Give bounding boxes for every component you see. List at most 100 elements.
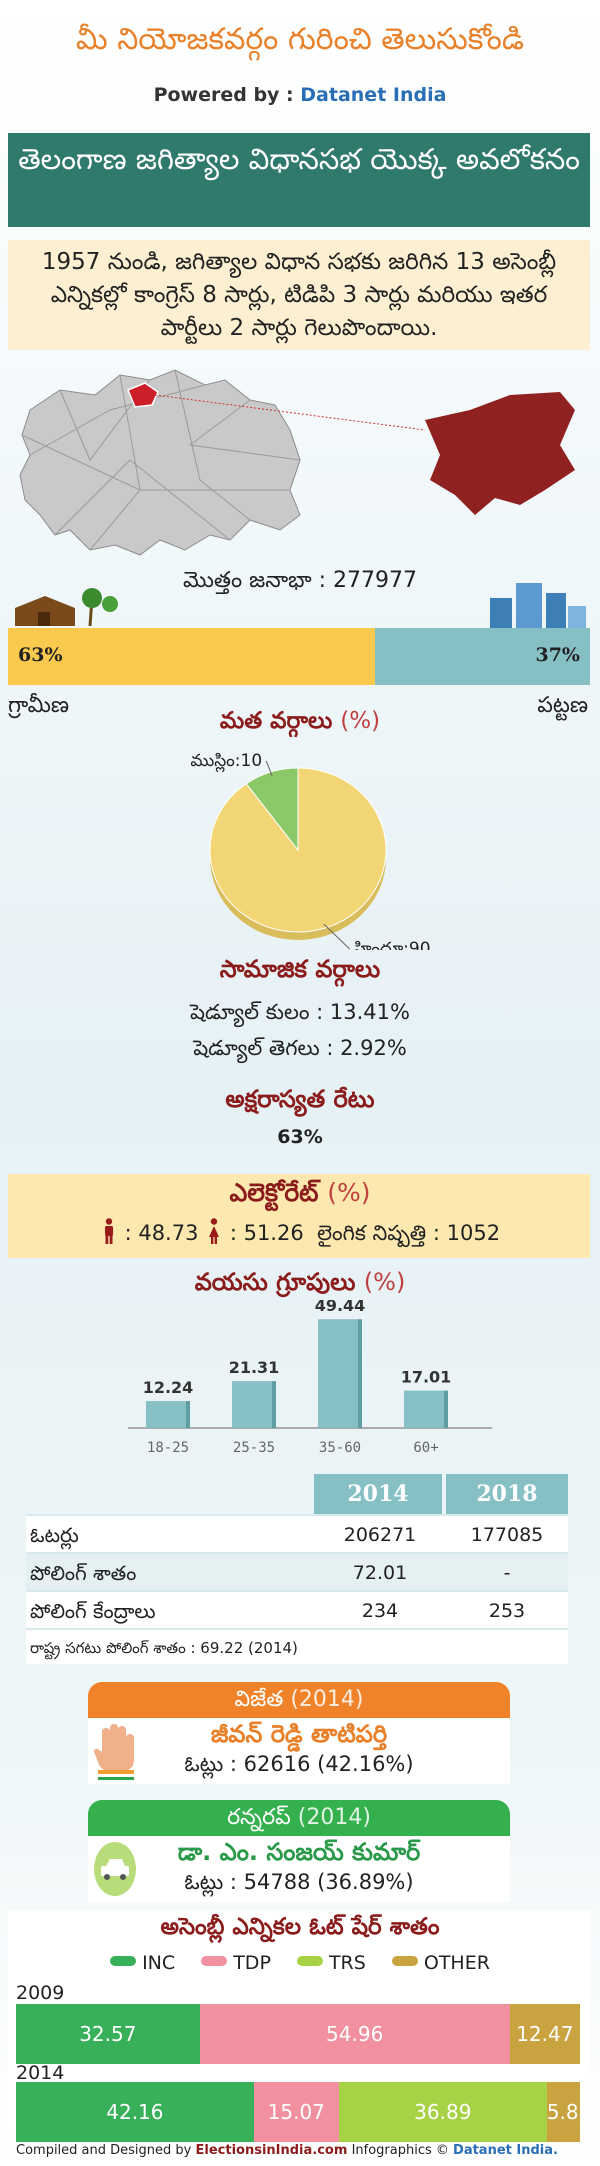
legend-item-trs: TRS: [296, 1952, 366, 1974]
legend-swatch: [110, 1956, 137, 1966]
winner-card: జీవన్ రెడ్డి తాటిపర్తి ఓట్లు : 62616 (42…: [88, 1718, 510, 1784]
powered-by-label: Powered by :: [153, 84, 294, 106]
age-bar-shade: [272, 1381, 276, 1428]
literacy-title: అక్షరాస్యత రేటు: [225, 1085, 375, 1113]
row-value-2014: 234: [361, 1600, 399, 1622]
electorate-panel: [8, 1174, 590, 1258]
rural-segment: 63%: [8, 628, 375, 685]
table-row: పోలింగ్ కేంద్రాలు 234 253: [26, 1590, 568, 1628]
legend-label: TRS: [328, 1952, 366, 1974]
rural-pct: 63%: [18, 644, 63, 666]
rural-label: గ్రామీణ: [8, 693, 70, 718]
legend-label: OTHER: [423, 1952, 490, 1974]
jagtial-zoom-icon: [425, 392, 575, 515]
powered-by: Powered by : Datanet India: [0, 84, 600, 106]
age-bar-shade: [444, 1390, 448, 1428]
age-value-label: 21.31: [229, 1358, 280, 1377]
table-header: 2014 2018: [26, 1474, 568, 1514]
sex-ratio: లైంగిక నిష్పత్తి : 1052: [317, 1221, 501, 1245]
electorate-title: ఎలెక్టోరేట్ (%): [0, 1178, 600, 1214]
religion-title-text: మత వర్గాలు: [219, 708, 333, 734]
vote-share-segment-tdp: 15.07: [253, 2082, 339, 2142]
male-icon: [104, 1218, 113, 1244]
age-bar-shade: [358, 1319, 362, 1428]
electorate-title-unit: (%): [327, 1178, 371, 1207]
vote-share-year-2009: 2009: [16, 1982, 65, 2004]
election-stats-table: 2014 2018 ఓటర్లు 206271 177085 పోలింగ్ శ…: [26, 1474, 568, 1664]
footer: Compiled and Designed by ElectionsinIndi…: [0, 2136, 600, 2166]
row-value-2014: 72.01: [352, 1562, 408, 1584]
main-title: తెలంగాణ జగిత్యాల విధానసభ యొక్క అవలోకనం: [8, 133, 590, 227]
runnerup-year: (2014): [297, 1805, 371, 1830]
header-title: మీ నియోజకవర్గం గురించి తెలుసుకోండి: [75, 22, 525, 57]
religion-title-unit: (%): [340, 708, 381, 734]
hand-icon: [94, 1724, 134, 1780]
vote-share-segment-trs: 36.89: [338, 2082, 547, 2142]
age-value-label: 17.01: [401, 1368, 452, 1387]
urban-label: పట్టణ: [537, 693, 588, 718]
male-pct: : 48.73: [124, 1221, 199, 1245]
female-icon: [209, 1218, 220, 1244]
city-icon: [490, 583, 586, 628]
winner-votes: ఓట్లు : 62616 (42.16%): [184, 1752, 414, 1776]
row-label: ఓటర్లు: [30, 1523, 79, 1547]
age-bar: [146, 1401, 186, 1428]
village-icon: [15, 588, 118, 627]
electorate-row: : 48.73 : 51.26 లైంగిక నిష్పత్తి : 1052: [0, 1218, 600, 1251]
winner-year: (2014): [290, 1687, 364, 1712]
electorate-title-text: ఎలెక్టోరేట్: [229, 1178, 319, 1207]
intro-text: 1957 నుండి, జగిత్యాల విధాన సభకు జరిగిన 1…: [8, 240, 590, 350]
vote-share-legend: INC TDP TRS OTHER: [0, 1952, 600, 1974]
legend-item-other: OTHER: [391, 1952, 490, 1974]
legend-item-tdp: TDP: [201, 1952, 271, 1974]
age-category-label: 18-25: [147, 1440, 189, 1456]
runnerup-name: డా. ఎం. సంజయ్ కుమార్: [177, 1838, 421, 1866]
age-value-label: 49.44: [315, 1300, 366, 1315]
row-value-2018: -: [503, 1562, 511, 1584]
religion-title: మత వర్గాలు (%): [0, 708, 600, 740]
legend-swatch: [391, 1956, 418, 1966]
legend-label: TDP: [233, 1952, 271, 1974]
total-population: మొత్తం జనాభా : 277977: [182, 568, 418, 593]
row-value-2018: 177085: [470, 1524, 544, 1546]
vote-share-bar-2009: 32.57 54.96 12.47: [16, 2004, 580, 2064]
table-note: రాష్ట్ర సగటు పోలింగ్ శాతం : 69.22 (2014): [26, 1628, 568, 1664]
age-value-label: 12.24: [143, 1378, 194, 1397]
winner-name: జీవన్ రెడ్డి తాటిపర్తి: [210, 1720, 388, 1748]
religion-pie-chart: హిందూ:90 ముస్లిం:10: [140, 750, 470, 959]
pie-leader-0: [323, 923, 351, 950]
vote-share-segment-inc: 42.16: [16, 2082, 254, 2142]
age-bar-chart: 12.24 18-25 21.31 25-35 49.44 35-60 17.01 60+: [120, 1296, 500, 1460]
vote-share-title: అసెంబ్లీ ఎన్నికల ఓట్ షేర్ శాతం: [160, 1914, 440, 1940]
female-pct: : 51.26: [229, 1221, 304, 1245]
st-row: షెడ్యూల్ తెగలు : 2.92%: [193, 1036, 407, 1060]
social-title: సామాజిక వర్గాలు: [219, 955, 381, 983]
footer-compiled: Compiled and Designed by: [16, 2143, 192, 2158]
car-icon: [94, 1842, 136, 1896]
pie-label-1: ముస్లిం:10: [190, 751, 262, 773]
age-bar: [232, 1381, 272, 1428]
row-value-2014: 206271: [343, 1524, 417, 1546]
winner-title: విజేత: [234, 1687, 284, 1712]
brand-logo: Datanet India: [300, 84, 447, 106]
literacy-value: 63%: [277, 1126, 323, 1148]
vote-share-segment-inc: 32.57: [16, 2004, 200, 2064]
runnerup-votes: ఓట్లు : 54788 (36.89%): [184, 1870, 414, 1894]
pie-label-0: హిందూ:90: [354, 939, 431, 950]
table-row: ఓటర్లు 206271 177085: [26, 1514, 568, 1552]
footer-brand: Datanet India.: [453, 2143, 558, 2158]
sc-row: షెడ్యూల్ కులం : 13.41%: [190, 1000, 410, 1024]
population-bar: 63% 37%: [8, 628, 590, 685]
row-label: పోలింగ్ శాతం: [30, 1561, 137, 1585]
table-row: పోలింగ్ శాతం 72.01 -: [26, 1552, 568, 1590]
table-header-2018: 2018: [446, 1474, 568, 1514]
footer-site: ElectionsinIndia.com: [195, 2143, 348, 2158]
runnerup-title: రన్నరప్: [227, 1805, 291, 1830]
urban-segment: 37%: [374, 628, 590, 685]
constituency-map: [0, 350, 600, 570]
age-title-unit: (%): [363, 1268, 406, 1296]
pie-leader-1: [265, 760, 273, 777]
runnerup-header: రన్నరప్ (2014): [88, 1800, 510, 1836]
vote-share-segment-other: 5.88: [546, 2082, 580, 2142]
